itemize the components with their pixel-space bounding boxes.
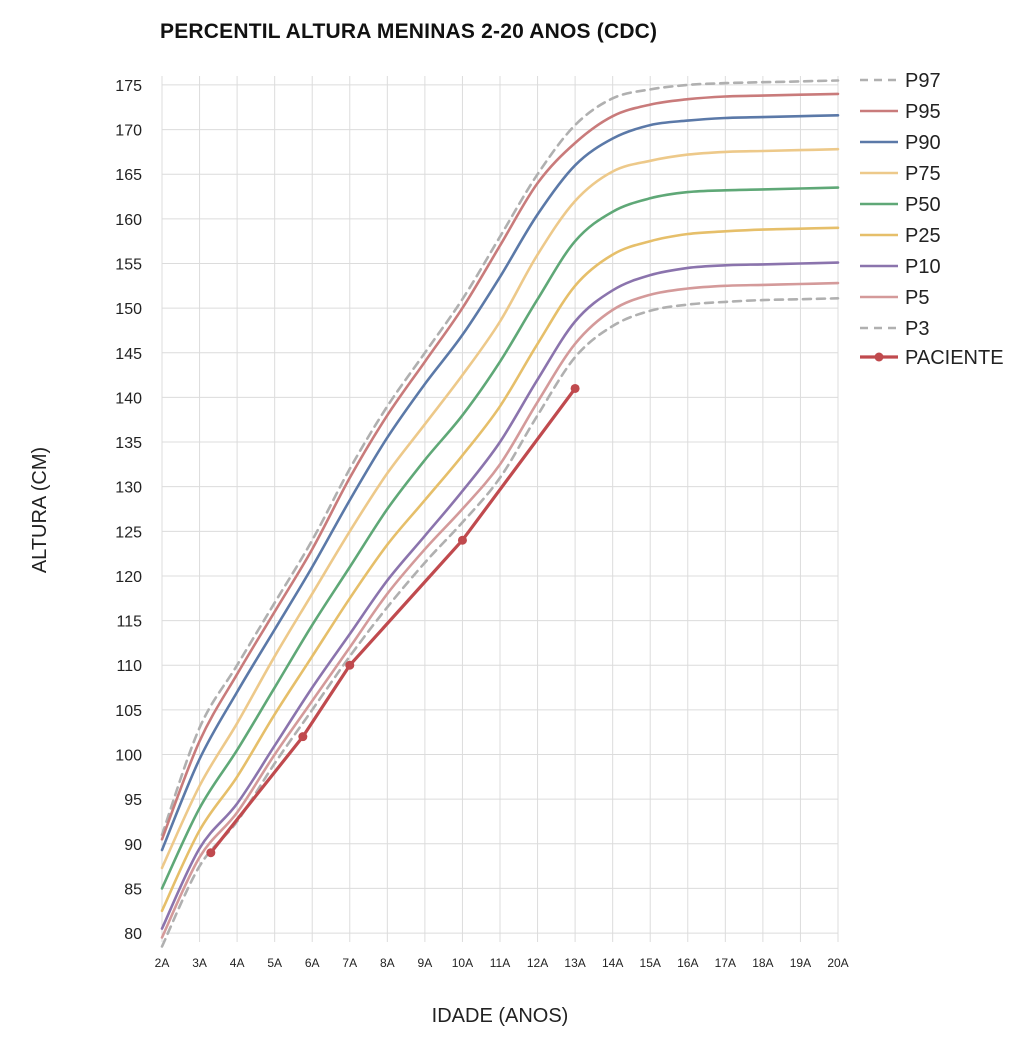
patient-series bbox=[206, 383, 580, 858]
x-tick-label: 3A bbox=[192, 956, 207, 970]
legend-label-p5: P5 bbox=[905, 287, 929, 309]
x-tick-label: 18A bbox=[752, 956, 773, 970]
series-line-p3 bbox=[160, 297, 840, 948]
y-tick-label: 130 bbox=[115, 480, 142, 497]
x-tick-label: 10A bbox=[452, 956, 473, 970]
legend-label-p75: P75 bbox=[905, 163, 941, 185]
y-tick-label: 160 bbox=[115, 212, 142, 229]
x-tick-label: 20A bbox=[827, 956, 848, 970]
y-tick-label: 105 bbox=[115, 703, 142, 720]
x-tick-label: 12A bbox=[527, 956, 548, 970]
series-line-p90 bbox=[160, 114, 840, 852]
patient-point bbox=[345, 660, 355, 670]
x-tick-label: 5A bbox=[267, 956, 282, 970]
x-tick-label: 8A bbox=[380, 956, 395, 970]
series-line-p25 bbox=[160, 226, 840, 913]
y-tick-label: 175 bbox=[115, 78, 142, 95]
y-tick-label: 90 bbox=[124, 837, 142, 854]
x-tick-label: 14A bbox=[602, 956, 623, 970]
x-axis-title: IDADE (ANOS) bbox=[432, 1005, 569, 1027]
y-tick-label: 170 bbox=[115, 123, 142, 140]
y-tick-label: 110 bbox=[116, 658, 142, 675]
axis-ticks: 2A 3A 4A 5A 6A 7A 8A 9A 10A 11A 12A 13A 14A 15A 16A 17A… bbox=[115, 78, 848, 970]
x-tick-label: 13A bbox=[564, 956, 585, 970]
y-tick-label: 85 bbox=[124, 881, 142, 898]
legend-label-patient: PACIENTE bbox=[905, 347, 1004, 369]
y-tick-label: 115 bbox=[116, 614, 142, 631]
y-tick-label: 150 bbox=[115, 301, 142, 318]
y-tick-label: 140 bbox=[115, 390, 142, 407]
legend-label-p50: P50 bbox=[905, 194, 941, 216]
legend-label-p97: P97 bbox=[905, 70, 941, 92]
series-line-p97 bbox=[160, 79, 840, 837]
x-tick-label: 7A bbox=[342, 956, 357, 970]
chart-title: PERCENTIL ALTURA MENINAS 2-20 ANOS (CDC) bbox=[160, 20, 658, 43]
y-tick-label: 155 bbox=[115, 256, 142, 273]
legend-label-p25: P25 bbox=[905, 225, 941, 247]
x-tick-label: 11A bbox=[490, 956, 510, 970]
y-tick-label: 165 bbox=[115, 167, 142, 184]
y-tick-label: 125 bbox=[115, 524, 142, 541]
legend-label-p95: P95 bbox=[905, 101, 941, 123]
patient-point bbox=[298, 732, 308, 742]
patient-point bbox=[206, 848, 216, 858]
series-line-p95 bbox=[160, 92, 840, 841]
x-tick-label: 15A bbox=[640, 956, 661, 970]
percentile-curves bbox=[160, 79, 840, 948]
x-tick-label: 16A bbox=[677, 956, 698, 970]
y-tick-label: 80 bbox=[124, 926, 142, 943]
series-line-p75 bbox=[160, 147, 840, 870]
x-tick-label: 17A bbox=[715, 956, 736, 970]
y-tick-label: 135 bbox=[115, 435, 142, 452]
patient-point bbox=[570, 383, 580, 393]
legend-swatch-patient-marker bbox=[874, 352, 884, 362]
legend-label-p90: P90 bbox=[905, 132, 941, 154]
legend: P97 P95 P90 P75 P50 P25 P10 P5 P3 PACIENTE bbox=[860, 70, 1004, 369]
y-tick-label: 145 bbox=[115, 346, 142, 363]
series-line-p10 bbox=[160, 261, 840, 930]
x-tick-label: 2A bbox=[155, 956, 170, 970]
y-tick-label: 100 bbox=[115, 748, 142, 765]
legend-label-p10: P10 bbox=[905, 256, 941, 278]
x-tick-label: 6A bbox=[305, 956, 320, 970]
gridlines bbox=[161, 76, 839, 942]
series-line-p50 bbox=[160, 186, 840, 890]
x-tick-label: 19A bbox=[790, 956, 811, 970]
series-line-p5 bbox=[160, 281, 840, 939]
y-tick-label: 120 bbox=[115, 569, 142, 586]
y-tick-label: 95 bbox=[124, 792, 142, 809]
patient-point bbox=[457, 535, 467, 545]
y-axis-title: ALTURA (CM) bbox=[29, 447, 51, 573]
x-tick-label: 4A bbox=[230, 956, 245, 970]
legend-label-p3: P3 bbox=[905, 318, 929, 340]
x-tick-label: 9A bbox=[418, 956, 433, 970]
